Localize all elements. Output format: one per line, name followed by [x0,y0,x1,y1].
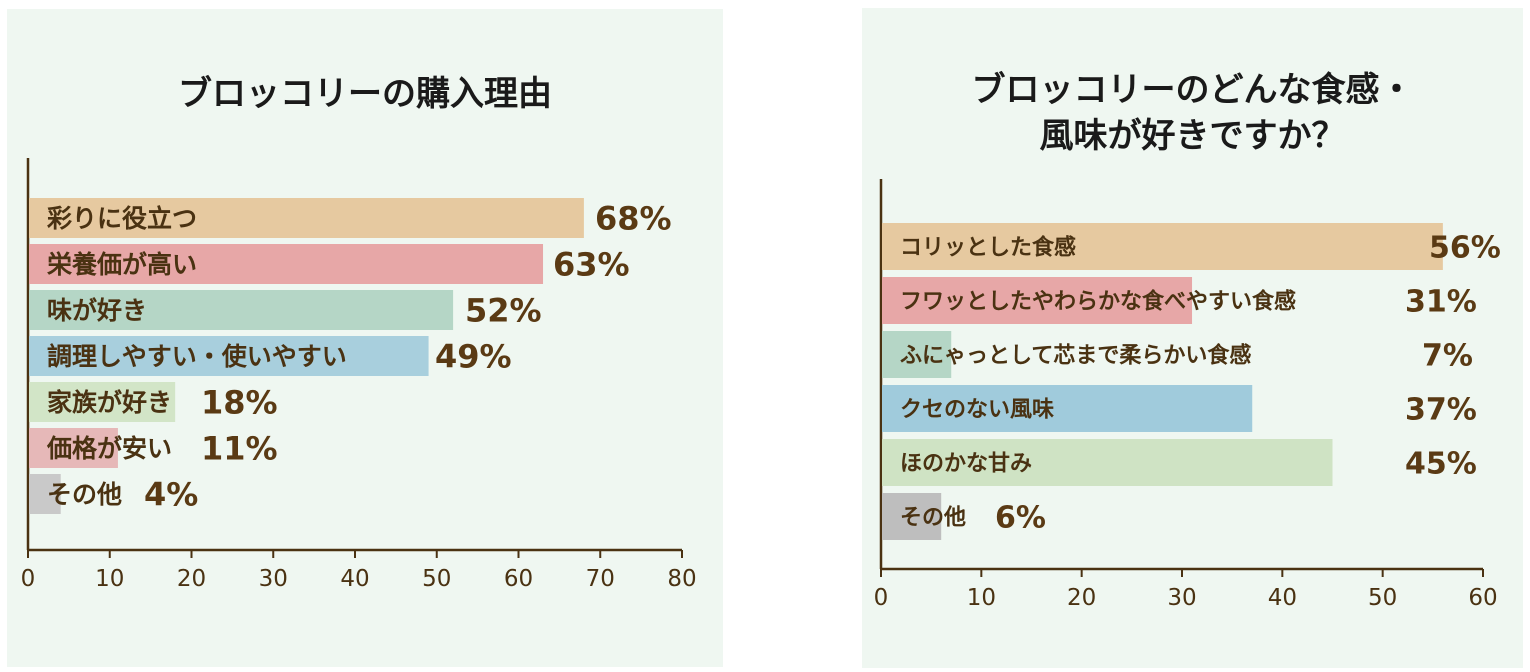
value-label: 7% [1422,338,1473,373]
chart-title-line-1: ブロッコリーのどんな食感・ [971,70,1414,110]
bar [882,331,952,378]
bar-chart-purchase-reasons: 0 10 20 30 40 50 60 70 80 彩りに役立つ 68% 栄養価が高い 63% 味が好き 5… [21,158,697,592]
chart-title-line-2: 風味が好きですか？ [1039,115,1346,156]
x-tick-label: 50 [422,566,451,592]
bar [29,198,584,238]
category-label: ふにゃっとして芯まで柔らかい食感 [900,342,1251,368]
bar [882,385,1253,432]
category-label: 調理しやすい・使いやすい [47,342,347,371]
value-label: 31% [1405,284,1477,319]
x-tick-label: 0 [21,566,36,592]
x-tick-label: 70 [586,566,615,592]
bar [882,277,1193,324]
x-tick-label: 40 [1268,585,1297,611]
category-label: 価格が安い [46,434,172,463]
value-label: 37% [1405,392,1477,427]
x-tick-label: 10 [967,585,996,611]
bar [882,439,1333,486]
chart-panel-texture-preference: ブロッコリーのどんな食感・ 風味が好きですか？ 0 10 20 30 40 50 60 コリッ… [862,8,1523,668]
bar [29,336,429,376]
value-label: 49% [435,338,512,376]
category-label: コリッとした食感 [900,234,1076,260]
x-tick-label: 60 [1468,585,1497,611]
value-label: 4% [144,476,198,514]
chart-title-purchase-reasons: ブロッコリーの購入理由 [178,74,552,114]
chart-title-texture-preference: ブロッコリーのどんな食感・ 風味が好きですか？ [862,68,1523,160]
category-label: その他 [47,480,122,509]
category-label: フワッとしたやわらかな食べやすい食感 [900,288,1296,314]
bar [882,493,942,540]
value-label: 56% [1429,230,1501,265]
value-label: 68% [595,200,672,238]
bar [29,428,118,468]
x-tick-label: 80 [667,566,696,592]
category-label: クセのない風味 [900,397,1054,422]
category-label: その他 [900,505,966,530]
value-label: 18% [201,384,278,422]
value-label: 52% [465,292,542,330]
bar [29,244,544,284]
category-label: 彩りに役立つ [47,204,197,233]
bar [29,382,176,422]
category-label: 家族が好き [47,388,172,417]
chart-panel-purchase-reasons: ブロッコリーの購入理由 0 10 20 30 40 50 60 70 80 彩りに役立つ 68% 栄養… [7,9,723,667]
bar [29,474,61,514]
category-label: 味が好き [47,296,147,325]
category-label: ほのかな甘み [900,451,1032,476]
category-label: 栄養価が高い [46,250,197,279]
x-tick-label: 30 [259,566,288,592]
x-tick-label: 0 [874,585,889,611]
value-label: 63% [553,246,630,284]
value-label: 45% [1405,446,1477,481]
bar-chart-texture-preference: 0 10 20 30 40 50 60 コリッとした食感 56% フワッとしたやわらかな食べやすい… [874,179,1501,611]
x-tick-label: 20 [177,566,206,592]
x-tick-label: 50 [1368,585,1397,611]
x-tick-label: 10 [95,566,124,592]
x-tick-label: 20 [1067,585,1096,611]
value-label: 11% [201,430,278,468]
x-tick-label: 60 [504,566,533,592]
x-tick-label: 30 [1167,585,1196,611]
bar [882,223,1443,270]
bar [29,290,454,330]
x-tick-label: 40 [340,566,369,592]
value-label: 6% [995,500,1046,535]
